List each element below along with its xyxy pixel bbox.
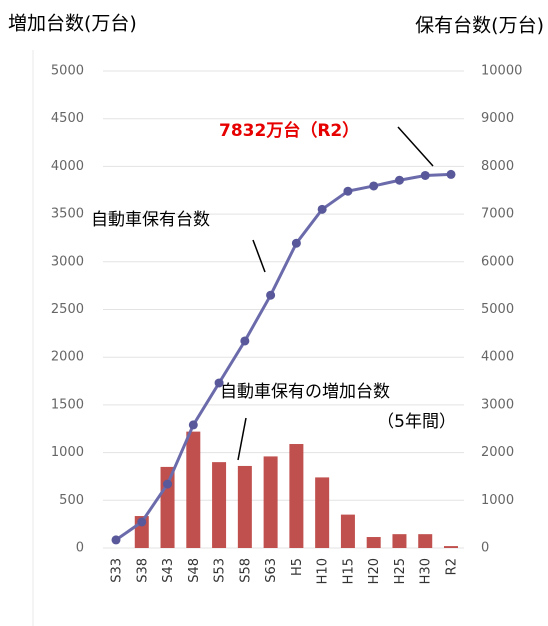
leader — [252, 239, 266, 273]
marker — [214, 378, 224, 388]
y-tick-label: 2500 — [51, 302, 84, 317]
marker — [343, 186, 353, 196]
marker — [446, 169, 456, 179]
y2-tick-label: 5000 — [481, 302, 514, 317]
annotation: 自動車保有の増加台数 — [220, 382, 390, 402]
x-tick-label: S38 — [135, 558, 150, 583]
y2-tick-label: 6000 — [481, 254, 514, 269]
marker — [291, 238, 301, 248]
bar — [160, 466, 175, 548]
y-tick-label: 3000 — [51, 254, 84, 269]
marker — [317, 204, 327, 214]
right-axis-title: 保有台数(万台) — [415, 15, 544, 37]
x-tick-label: H20 — [367, 558, 382, 584]
bar — [418, 534, 433, 548]
x-tick-label: S43 — [161, 558, 176, 583]
x-tick-label: H10 — [316, 558, 331, 584]
marker — [420, 170, 430, 180]
leader — [397, 126, 434, 167]
x-tick-label: S48 — [187, 558, 202, 583]
y2-tick-label: 2000 — [481, 445, 514, 460]
marker — [137, 517, 147, 527]
annotation: 自動車保有台数 — [91, 210, 210, 230]
marker — [188, 420, 198, 430]
bar — [186, 431, 201, 548]
x-tick-label: S63 — [264, 558, 279, 583]
annotation: 7832万台（R2） — [219, 120, 359, 141]
y-tick-label: 3500 — [51, 207, 84, 222]
y-tick-label: 1500 — [51, 397, 84, 412]
x-tick-label: R2 — [445, 558, 460, 575]
y2-tick-label: 0 — [481, 541, 489, 556]
bar — [212, 462, 227, 548]
bar — [340, 514, 355, 548]
bar — [237, 465, 252, 548]
marker — [111, 535, 121, 545]
x-tick-label: S58 — [238, 558, 253, 583]
annotation: （5年間） — [377, 412, 456, 432]
y-tick-label: 4500 — [51, 111, 84, 126]
x-tick-label: S53 — [213, 558, 228, 583]
marker — [163, 479, 173, 489]
leader — [237, 417, 247, 461]
marker — [394, 175, 404, 185]
x-tick-label: H30 — [419, 558, 434, 584]
x-tick-label: H25 — [393, 558, 408, 584]
marker — [369, 181, 379, 191]
y2-tick-label: 9000 — [481, 111, 514, 126]
y2-tick-label: 7000 — [481, 207, 514, 222]
y-tick-label: 2000 — [51, 350, 84, 365]
left-axis-title: 増加台数(万台) — [8, 13, 137, 35]
x-tick-label: H5 — [290, 558, 305, 576]
y2-tick-label: 10000 — [481, 64, 522, 79]
x-tick-label: H15 — [341, 558, 356, 584]
y2-tick-label: 1000 — [481, 493, 514, 508]
marker — [266, 290, 276, 300]
bar — [263, 456, 278, 548]
y2-tick-label: 3000 — [481, 397, 514, 412]
y-tick-label: 0 — [76, 541, 84, 556]
y-tick-label: 1000 — [51, 445, 84, 460]
bar — [366, 537, 381, 548]
y-tick-label: 5000 — [51, 64, 84, 79]
bar — [315, 477, 330, 548]
y-tick-label: 500 — [59, 493, 84, 508]
y2-tick-label: 8000 — [481, 159, 514, 174]
bar — [444, 546, 458, 548]
x-tick-label: S33 — [110, 558, 125, 583]
y2-tick-label: 4000 — [481, 350, 514, 365]
bar — [289, 444, 304, 548]
bar — [392, 534, 407, 548]
marker — [240, 336, 250, 346]
y-tick-label: 4000 — [51, 159, 84, 174]
